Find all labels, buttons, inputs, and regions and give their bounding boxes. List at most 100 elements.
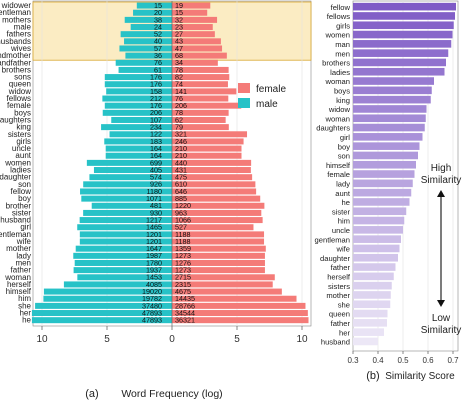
annotation-low-1: Low [432,313,451,324]
category-label-b: man [335,40,350,49]
data-label-male: 38 [154,15,162,24]
data-label-male: 47893 [142,316,162,325]
bar-female [172,202,265,209]
data-label-female: 646 [175,187,187,196]
category-label-b: uncle [332,226,350,235]
bar-similarity [353,291,391,299]
bar-male [79,231,172,238]
data-label-female: 43 [175,37,183,46]
category-label-b: father [331,263,351,272]
data-label-male: 52 [154,30,162,39]
bar-similarity [353,188,412,197]
x-tick-label: 0 [169,334,175,345]
data-label-female: 963 [175,208,187,217]
bar-female [172,274,275,281]
data-label-female: 1276 [175,258,191,267]
data-label-male: 47893 [142,308,162,317]
bar-similarity [353,337,378,346]
data-label-female: 82 [175,72,183,81]
bar-similarity [353,86,432,95]
category-label: wives [10,44,31,53]
data-label-male: 206 [150,108,162,117]
category-label-b: wife [335,245,350,254]
data-label-female: 4675 [175,287,191,296]
data-label-male: 1180 [147,187,162,196]
category-label-b: daughters [316,124,350,133]
bar-male [73,267,172,274]
data-label-female: 27 [175,30,183,39]
legend-swatch-male [238,98,250,108]
category-label: him [18,294,31,303]
data-label-female: 2315 [175,280,191,289]
data-label-female: 28766 [175,301,195,310]
panel-label-a: (a) [85,388,98,400]
data-label-male: 1453 [146,273,162,282]
category-label-b: widow [328,105,351,114]
bar-similarity [353,216,405,225]
bar-female [172,295,297,302]
bar-similarity [353,198,410,206]
data-label-male: 76 [154,58,162,67]
bar-female [172,31,215,38]
data-label-male: 926 [150,180,162,189]
category-label: widower [1,1,32,10]
annotation-high-2: Similarity [421,175,462,186]
data-label-female: 23 [175,22,183,31]
category-label: girls [16,137,31,146]
bar-male [104,81,172,88]
data-label-female: 1188 [175,230,190,239]
bar-female [172,81,228,88]
data-label-female: 1066 [175,215,191,224]
data-label-female: 2715 [175,273,191,282]
data-label-female: 19 [175,1,183,10]
bar-similarity [353,272,394,281]
data-label-female: 321 [175,130,187,139]
bar-female [172,95,229,102]
category-label-b: woman [325,114,350,123]
bar-similarity [353,133,423,141]
bar-female [172,9,208,16]
bar-female [172,188,257,195]
annotation-high-1: High [431,163,452,174]
bar-male [102,109,172,116]
data-label-male: 4085 [146,280,162,289]
category-label-b: lady [336,179,350,188]
x-tick-label: 5 [234,334,240,345]
data-label-female: 36321 [175,316,195,325]
data-label-male: 36 [154,51,162,60]
bar-male [75,245,172,252]
bar-female [172,59,218,66]
category-label: fellow [11,187,32,196]
category-label-b: father [331,319,351,328]
data-label-male: 1647 [146,244,162,253]
category-label-b: gentleman [315,235,350,244]
category-label: her [19,309,31,318]
data-label-male: 24 [154,22,162,31]
category-label-b: fellow [331,3,351,12]
bar-male [43,288,172,295]
category-label-b: girl [340,133,350,142]
bar-female [172,152,242,159]
category-label: wife [16,237,32,246]
data-label-male: 1987 [146,251,162,260]
bar-female [172,88,237,95]
data-label-female: 1273 [175,266,191,275]
data-label-female: 527 [175,223,187,232]
category-label: king [16,123,31,132]
category-label-b: brothers [322,59,350,68]
bar-female [172,281,273,288]
bar-similarity [353,281,392,290]
data-label-female: 610 [175,180,187,189]
category-label: gentleman [0,230,31,239]
bar-female [172,288,282,295]
bar-similarity [353,95,431,104]
bar-similarity [353,253,398,262]
bar-male [83,181,172,188]
bar-similarity [353,77,434,85]
bar-similarity [353,244,400,253]
bar-male [120,31,172,38]
data-label-female: 15 [175,8,183,17]
category-label: widow [8,87,31,96]
category-label-b: him [338,217,350,226]
bar-female [172,45,223,52]
